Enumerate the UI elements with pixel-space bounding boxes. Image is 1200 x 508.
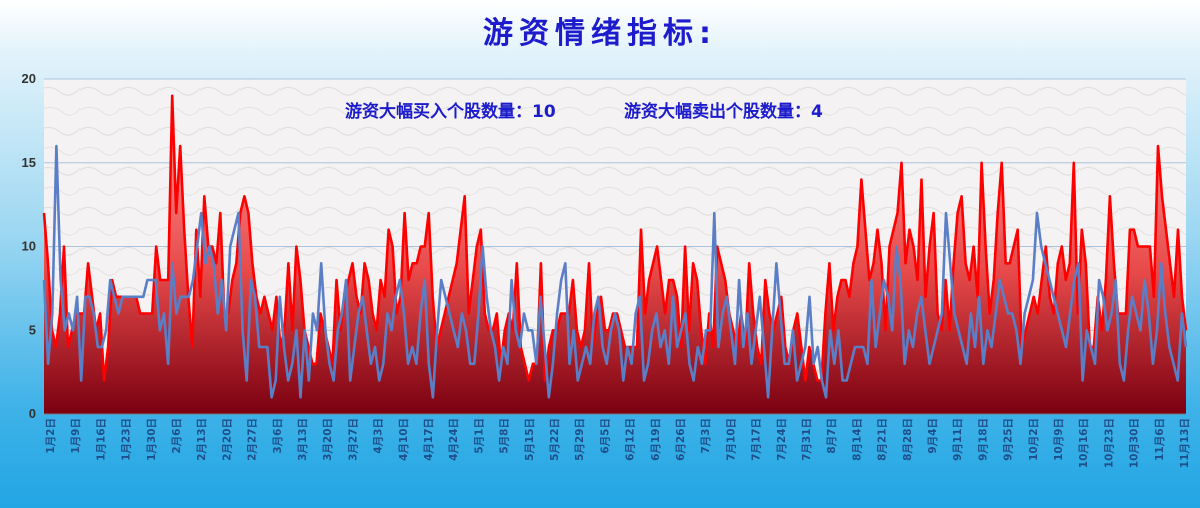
x-tick-label: 7月17日 (751, 418, 763, 461)
sell-series-line (42, 144, 1188, 399)
x-tick-label: 4月3日 (373, 418, 385, 454)
x-tick-label: 6月5日 (599, 418, 611, 454)
x-tick-label: 2月6日 (171, 418, 183, 454)
x-tick-label: 3月27日 (347, 418, 359, 461)
x-tick-label: 4月24日 (448, 418, 460, 461)
x-tick-label: 6月19日 (650, 418, 662, 461)
x-tick-label: 3月13日 (297, 418, 309, 461)
x-tick-label: 3月20日 (322, 418, 334, 461)
x-tick-label: 9月25日 (1003, 418, 1015, 461)
x-tick-label: 10月23日 (1103, 418, 1115, 468)
x-tick-label: 7月10日 (725, 418, 737, 461)
x-tick-label: 8月21日 (877, 418, 889, 461)
page-title: 游资情绪指标: (483, 16, 717, 51)
x-tick-label: 6月26日 (675, 418, 687, 461)
x-tick-label: 4月17日 (423, 418, 435, 461)
x-tick-label: 2月27日 (247, 418, 259, 461)
x-tick-label: 10月2日 (1028, 418, 1040, 461)
x-tick-label: 5月15日 (524, 418, 536, 461)
x-tick-label: 7月3日 (700, 418, 712, 454)
x-tick-label: 9月11日 (952, 418, 964, 461)
x-tick-label: 8月28日 (902, 418, 914, 461)
x-tick-label: 7月24日 (776, 418, 788, 461)
x-tick-label: 8月7日 (826, 418, 838, 454)
x-tick-label: 2月13日 (196, 418, 208, 461)
buy-count-annotation: 游资大幅买入个股数量：10 (345, 101, 556, 122)
x-tick-label: 1月9日 (70, 418, 82, 454)
x-tick-label: 1月16日 (95, 418, 107, 461)
x-tick-label: 3月6日 (272, 418, 284, 454)
x-tick-label: 9月18日 (977, 418, 989, 461)
x-axis: 1月2日 1月9日 1月16日 1月23日 1月30日 2月6日 2月13日 2月20日 2月2… (45, 418, 1191, 468)
x-tick-label: 11月6日 (1154, 418, 1166, 461)
x-tick-label: 5月22日 (549, 418, 561, 461)
x-tick-label: 11月13日 (1179, 418, 1191, 468)
x-tick-label: 5月29日 (574, 418, 586, 461)
x-tick-label: 2月20日 (221, 418, 233, 461)
x-tick-label: 4月10日 (398, 418, 410, 461)
y-axis: 0 5 10 15 20 (22, 71, 36, 421)
x-tick-label: 10月30日 (1129, 418, 1141, 468)
y-tick-label: 20 (22, 71, 36, 86)
sell-count-annotation: 游资大幅卖出个股数量：4 (624, 101, 823, 122)
x-tick-label: 1月30日 (146, 418, 158, 461)
x-tick-label: 9月4日 (927, 418, 939, 454)
x-tick-label: 5月8日 (499, 418, 511, 454)
x-tick-label: 1月23日 (121, 418, 133, 461)
x-tick-label: 6月12日 (625, 418, 637, 461)
x-tick-label: 10月9日 (1053, 418, 1065, 461)
y-tick-label: 15 (22, 155, 36, 170)
x-tick-label: 1月2日 (45, 418, 57, 454)
x-tick-label: 5月1日 (473, 418, 485, 454)
x-tick-label: 10月16日 (1078, 418, 1090, 468)
x-tick-label: 8月14日 (851, 418, 863, 461)
x-tick-label: 7月31日 (801, 418, 813, 461)
y-tick-label: 5 (29, 322, 36, 337)
y-tick-label: 0 (29, 406, 36, 421)
y-tick-label: 10 (22, 239, 36, 254)
